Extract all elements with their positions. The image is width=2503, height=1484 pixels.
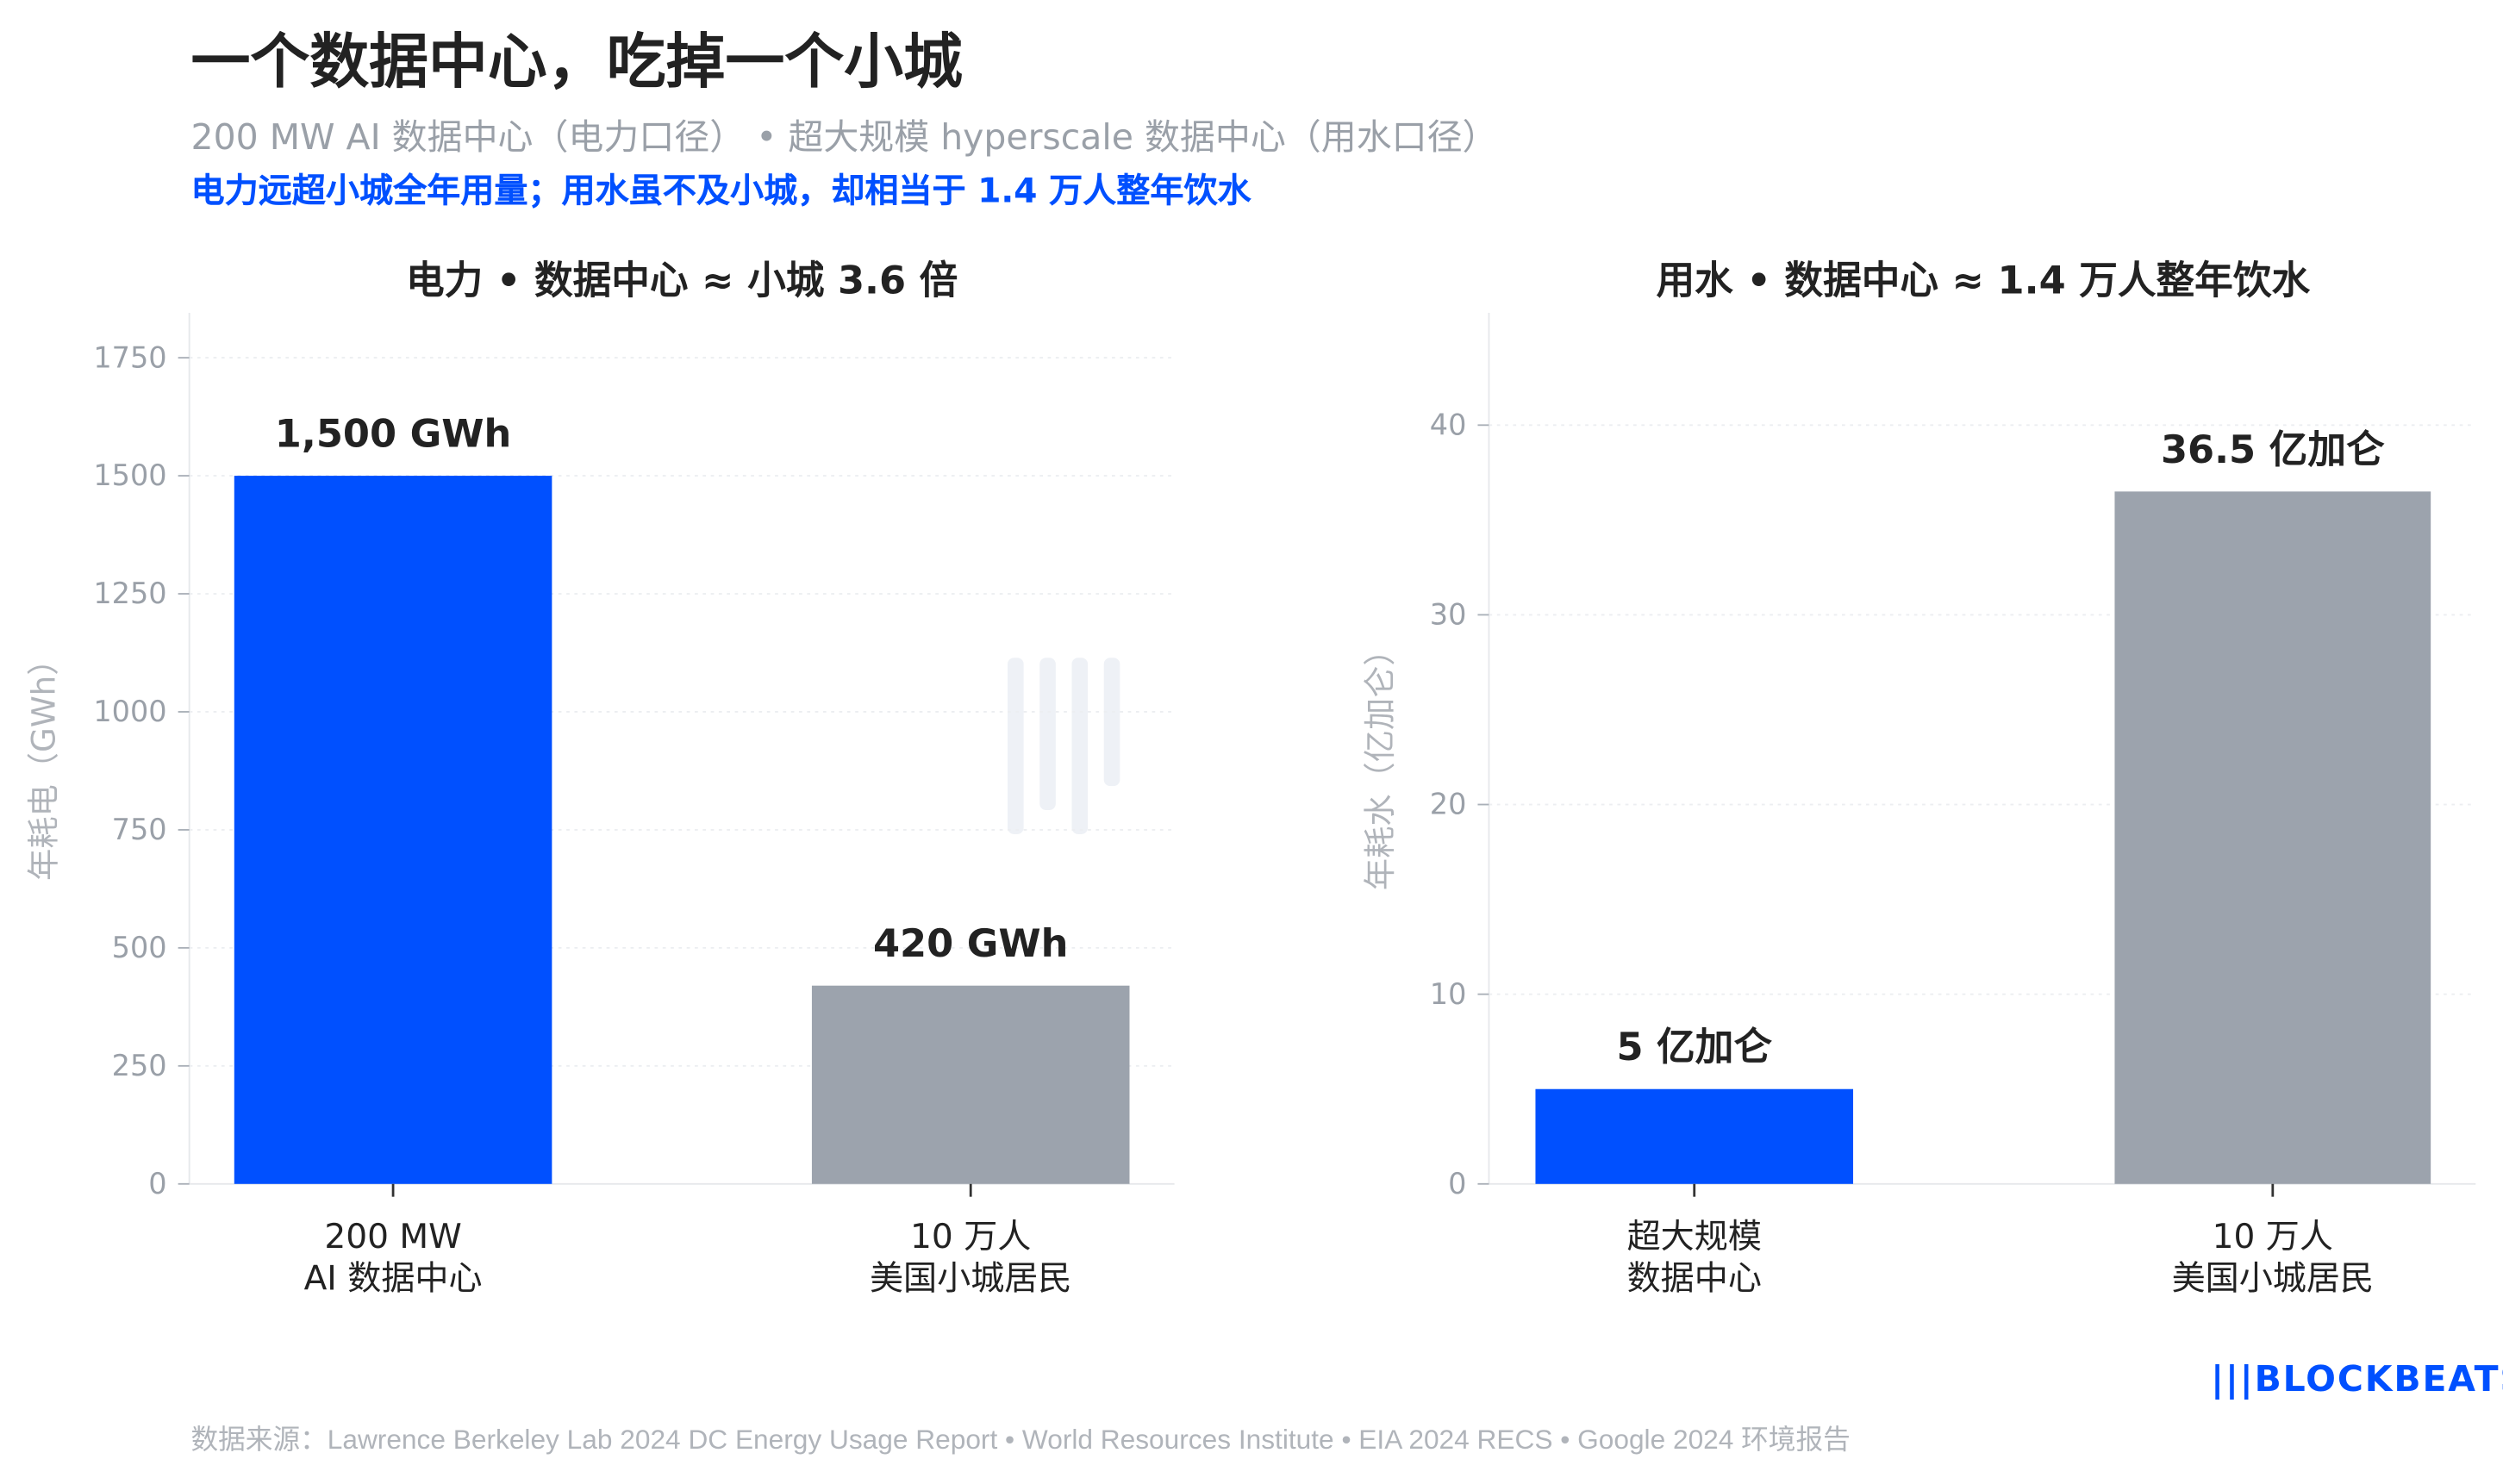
x-tick-label: 10 万人 — [2213, 1218, 2333, 1256]
data-label: 36.5 亿加仑 — [2161, 427, 2385, 472]
data-label: 420 GWh — [873, 921, 1068, 966]
x-tick-label: AI 数据中心 — [304, 1260, 483, 1299]
bar-datacenter — [1535, 1088, 1854, 1184]
page-title: 一个数据中心，吃掉一个小城 — [190, 27, 963, 97]
panel-title: 用水 • 数据中心 ≈ 1.4 万人整年饮水 — [1656, 259, 2310, 303]
blockbeats-logo: |||BLOCKBEATS — [2211, 1361, 2503, 1401]
y-tick-label: 1500 — [93, 458, 166, 492]
x-tick-label: 200 MW — [324, 1218, 461, 1256]
subtitle: 200 MW AI 数据中心（电力口径） • 超大规模 hyperscale 数… — [190, 118, 1498, 159]
y-tick-label: 1250 — [93, 577, 166, 610]
y-axis-label: 年耗电（GWh） — [24, 644, 62, 881]
watermark-mark — [1103, 658, 1120, 787]
data-label: 5 亿加仑 — [1616, 1025, 1772, 1069]
x-tick-label: 美国小城居民 — [870, 1260, 1071, 1299]
y-tick-label: 250 — [112, 1049, 167, 1082]
bar-town — [811, 985, 1130, 1184]
data-label: 1,500 GWh — [275, 412, 512, 457]
x-tick-label: 美国小城居民 — [2172, 1260, 2374, 1299]
x-tick-label: 10 万人 — [910, 1218, 1031, 1256]
y-tick-label: 1000 — [93, 695, 166, 728]
bar-town — [2114, 491, 2431, 1184]
highlight-text: 电力远超小城全年用量；用水虽不及小城，却相当于 1.4 万人整年饮水 — [190, 171, 1252, 210]
y-tick-label: 30 — [1430, 598, 1467, 632]
y-tick-label: 10 — [1430, 977, 1467, 1011]
y-tick-label: 20 — [1430, 788, 1467, 821]
source-footer: 数据来源：Lawrence Berkeley Lab 2024 DC Energ… — [190, 1425, 1851, 1456]
y-tick-label: 1750 — [93, 340, 166, 374]
watermark-mark — [1039, 658, 1056, 811]
watermark-mark — [1008, 658, 1024, 834]
y-tick-label: 0 — [148, 1167, 166, 1200]
bar-datacenter — [234, 476, 552, 1184]
logo-text: BLOCKBEATS — [2254, 1360, 2503, 1401]
y-axis-label: 年耗水（亿加仑） — [1361, 633, 1399, 890]
y-tick-label: 0 — [1448, 1167, 1466, 1200]
y-tick-label: 500 — [112, 931, 167, 964]
y-tick-label: 750 — [112, 813, 167, 846]
x-tick-label: 超大规模 — [1627, 1218, 1762, 1256]
y-tick-label: 40 — [1430, 408, 1467, 441]
watermark-mark — [1071, 658, 1089, 834]
x-tick-label: 数据中心 — [1627, 1260, 1762, 1299]
panel-title: 电力 • 数据中心 ≈ 小城 3.6 倍 — [406, 259, 958, 303]
